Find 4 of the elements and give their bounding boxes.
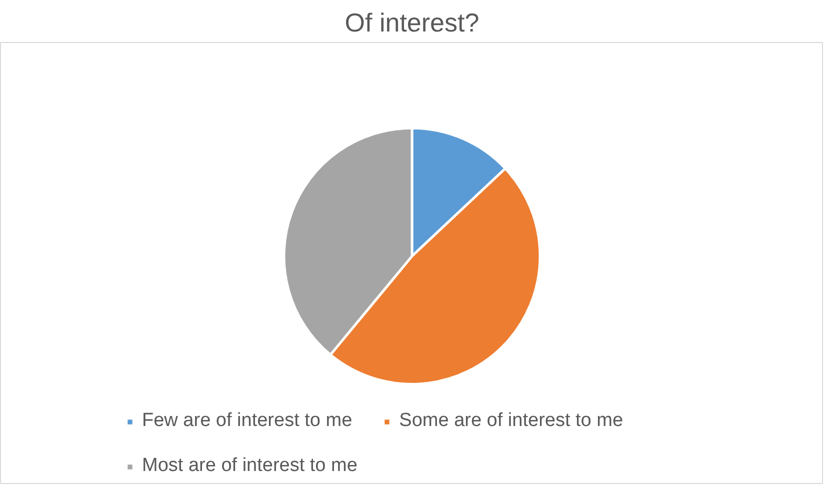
- legend-label: Few are of interest to me: [142, 410, 352, 432]
- chart-title: Of interest?: [344, 8, 480, 38]
- legend-label: Some are of interest to me: [399, 410, 624, 432]
- legend-label: Most are of interest to me: [142, 455, 358, 477]
